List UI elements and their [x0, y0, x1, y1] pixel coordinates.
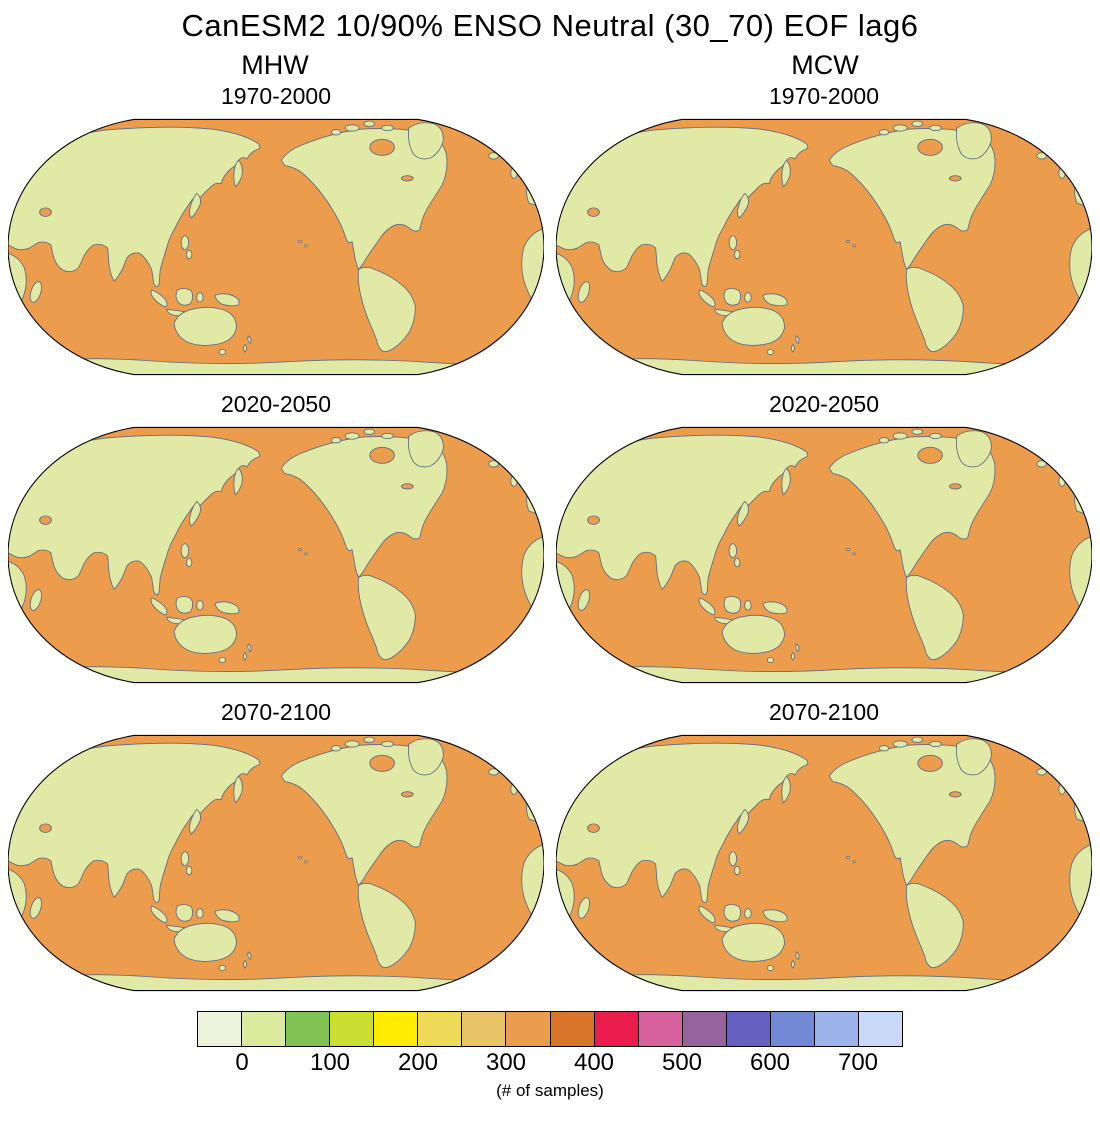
figure: CanESM2 10/90% ENSO Neutral (30_70) EOF …	[0, 8, 1100, 1101]
panel-title: 2070-2100	[221, 699, 331, 725]
colorbar-caption: (# of samples)	[496, 1081, 604, 1100]
map-panel-grid: 1970-2000 1970-2000 2020-2050 2020-2050 …	[2, 83, 1098, 997]
colorbar-swatch-1	[242, 1012, 287, 1046]
column-header-mhw: MHW	[241, 50, 309, 80]
panel-title: 2070-2100	[769, 699, 879, 725]
colorbar-tick-label: 0	[235, 1049, 249, 1076]
colorbar-swatch-7	[506, 1012, 551, 1046]
column-headers: MHW MCW	[0, 50, 1100, 81]
world-map	[556, 113, 1092, 381]
map-panel-mcw-2020-2050: 2020-2050	[550, 391, 1098, 689]
colorbar-swatch-6	[462, 1012, 507, 1046]
colorbar-ticks: 0 100 200 300 400 500 600 700	[198, 1049, 902, 1079]
colorbar-swatch-14	[814, 1012, 859, 1046]
colorbar-swatch-5	[418, 1012, 463, 1046]
colorbar-swatch-3	[330, 1012, 375, 1046]
colorbar-swatch-13	[770, 1012, 815, 1046]
colorbar-tick-label: 300	[485, 1049, 527, 1076]
world-map	[8, 113, 544, 381]
map-panel-mhw-2070-2100: 2070-2100	[2, 699, 550, 997]
colorbar	[197, 1011, 903, 1047]
colorbar-swatch-12	[726, 1012, 771, 1046]
world-map	[556, 421, 1092, 689]
colorbar-tick-label: 700	[837, 1049, 879, 1076]
world-map	[8, 729, 544, 997]
figure-title: CanESM2 10/90% ENSO Neutral (30_70) EOF …	[181, 8, 919, 43]
colorbar-swatch-11	[682, 1012, 727, 1046]
colorbar-swatch-8	[550, 1012, 595, 1046]
colorbar-swatch-15	[858, 1012, 902, 1046]
panel-title: 1970-2000	[221, 83, 331, 109]
colorbar-block: 0 100 200 300 400 500 600 700 (# of samples)	[197, 1011, 903, 1101]
colorbar-swatch-4	[374, 1012, 419, 1046]
map-panel-mcw-1970-2000: 1970-2000	[550, 83, 1098, 381]
map-panel-mhw-2020-2050: 2020-2050	[2, 391, 550, 689]
colorbar-swatch-9	[594, 1012, 639, 1046]
map-panel-mhw-1970-2000: 1970-2000	[2, 83, 550, 381]
colorbar-tick-label: 200	[397, 1049, 439, 1076]
colorbar-swatch-2	[286, 1012, 331, 1046]
panel-title: 1970-2000	[769, 83, 879, 109]
world-map	[8, 421, 544, 689]
colorbar-tick-label: 100	[309, 1049, 351, 1076]
panel-title: 2020-2050	[769, 391, 879, 417]
colorbar-tick-label: 500	[661, 1049, 703, 1076]
panel-title: 2020-2050	[221, 391, 331, 417]
column-header-mcw: MCW	[791, 50, 859, 80]
colorbar-tick-label: 600	[749, 1049, 791, 1076]
colorbar-tick-label: 400	[573, 1049, 615, 1076]
world-map	[556, 729, 1092, 997]
map-panel-mcw-2070-2100: 2070-2100	[550, 699, 1098, 997]
colorbar-swatch-0	[198, 1012, 243, 1046]
colorbar-swatch-10	[638, 1012, 683, 1046]
